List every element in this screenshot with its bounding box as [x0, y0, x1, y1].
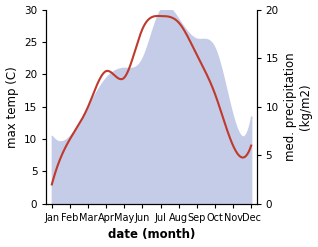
Y-axis label: med. precipitation
(kg/m2): med. precipitation (kg/m2) [284, 52, 313, 161]
X-axis label: date (month): date (month) [108, 228, 195, 242]
Y-axis label: max temp (C): max temp (C) [5, 66, 18, 148]
